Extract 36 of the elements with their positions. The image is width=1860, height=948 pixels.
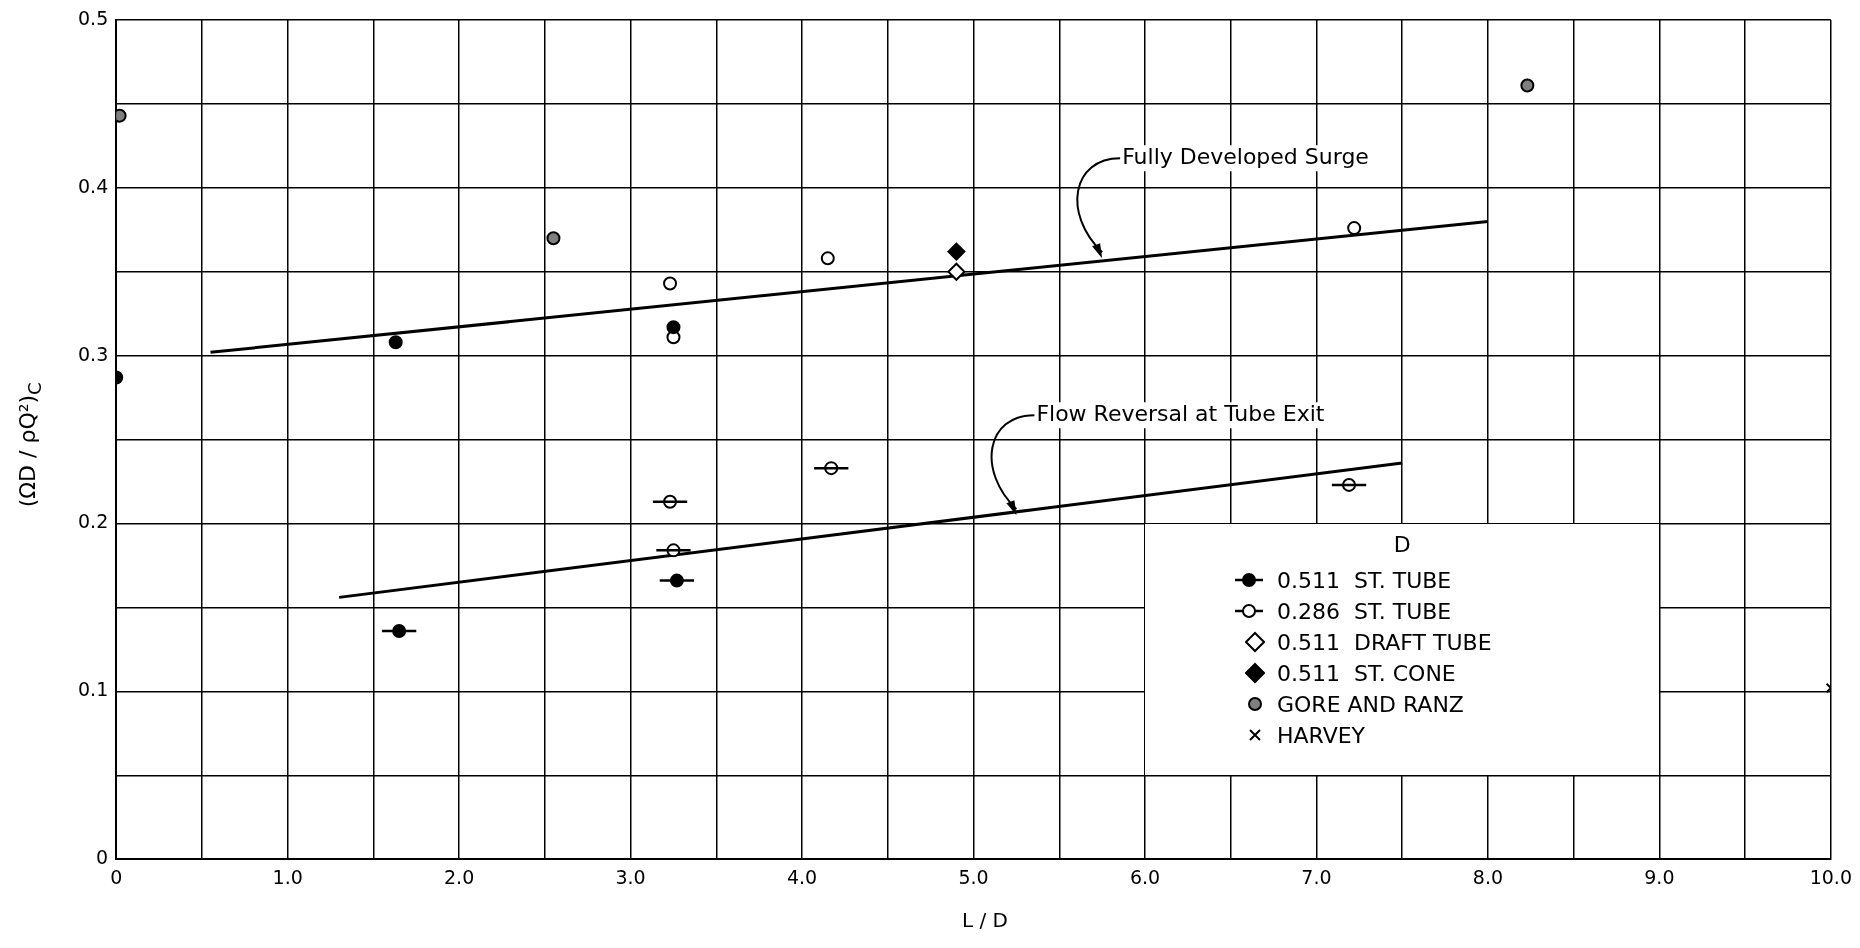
x-tick-label: 7.0 [1301,865,1332,888]
legend-label: 0.511 ST. TUBE [1276,567,1452,593]
point [947,242,966,261]
x-tick-label: 0 [110,865,123,888]
point [947,262,966,281]
x-tick-label: 10.0 [1809,865,1852,888]
y-tick-label: 0.2 [78,510,109,533]
point [1347,221,1362,236]
point [1520,78,1535,93]
y-tick-label: 0.4 [78,174,109,197]
legend-label: HARVEY [1276,722,1366,748]
x-tick-label: 5.0 [958,865,989,888]
y-tick-label: 0.3 [78,342,109,365]
legend-label: GORE AND RANZ [1276,691,1464,717]
annotation: Fully Developed Surge [1122,144,1369,170]
y-tick-label: 0.5 [78,6,109,29]
x-tick-label: 9.0 [1644,865,1675,888]
x-tick-label: 3.0 [615,865,646,888]
legend-label: 0.511 DRAFT TUBE [1276,629,1492,655]
x-axis-title: L / D [961,908,1009,932]
legend-label: 0.511 ST. CONE [1276,660,1456,686]
x-tick-label: 4.0 [786,865,818,888]
point [663,276,678,291]
y-tick-label: 0.1 [78,678,109,701]
point [666,320,681,335]
x-tick-label: 2.0 [444,865,475,888]
point [388,335,403,350]
y-tick-label: 0 [96,846,109,869]
x-tick-label: 6.0 [1129,865,1161,888]
legend-title: D [1392,531,1412,557]
x-tick-label: 1.0 [272,865,303,888]
x-tick-label: 8.0 [1472,865,1504,888]
legend-label: 0.286 ST. TUBE [1276,598,1452,624]
annotation: Flow Reversal at Tube Exit [1036,400,1325,426]
point [546,231,561,246]
point [820,251,835,266]
